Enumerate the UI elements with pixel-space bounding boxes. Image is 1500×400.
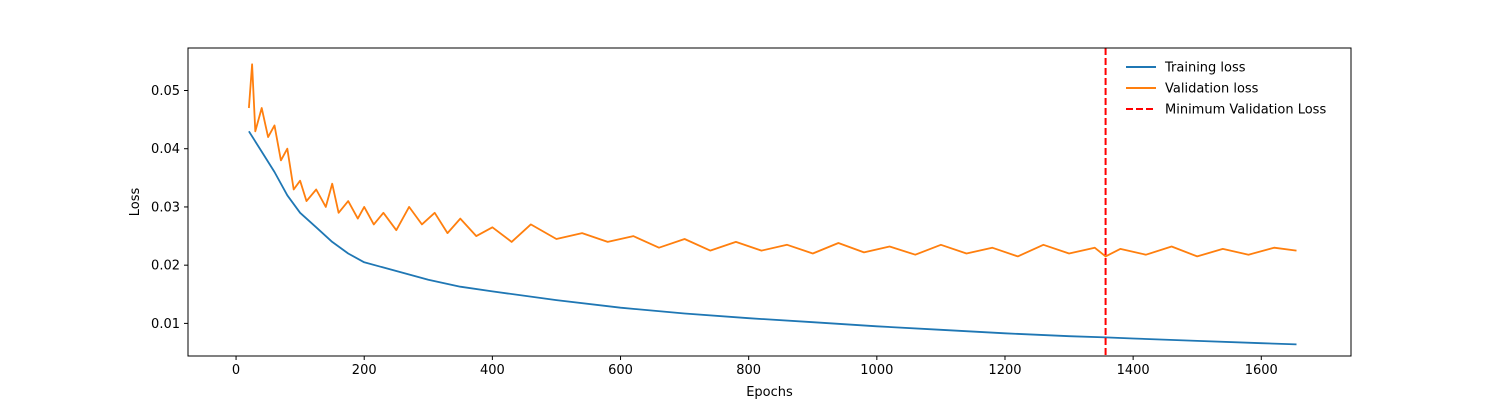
axes-frame [187,47,1352,357]
training-loss-line [248,130,1297,346]
legend-label: Training loss [1164,61,1246,76]
y-tick-label: 0.03 [151,200,180,215]
x-tick-label: 400 [480,363,505,378]
validation-loss-line [248,63,1297,258]
legend-label: Validation loss [1165,82,1259,97]
y-tick-label: 0.01 [151,317,180,332]
legend: Training loss Validation loss Minimum Vali… [1126,61,1326,118]
plot-lines [248,48,1297,356]
x-tick-label: 1000 [860,363,893,378]
x-tick-label: 0 [232,363,240,378]
y-tick-label: 0.02 [151,259,180,274]
y-axis-label: Loss [128,188,143,217]
y-tick-label: 0.05 [151,84,180,99]
x-axis-label: Epochs [746,385,793,400]
y-axis-ticks: 0.01 0.02 0.03 0.04 0.05 [151,84,188,332]
x-tick-label: 800 [736,363,761,378]
x-tick-label: 200 [352,363,377,378]
x-tick-label: 1400 [1117,363,1150,378]
x-axis-ticks: 0 200 400 600 800 1000 1200 1400 1600 [232,356,1278,378]
x-tick-label: 1600 [1245,363,1278,378]
x-tick-label: 1200 [988,363,1021,378]
x-tick-label: 600 [608,363,633,378]
legend-label: Minimum Validation Loss [1165,103,1326,118]
y-tick-label: 0.04 [151,142,180,157]
